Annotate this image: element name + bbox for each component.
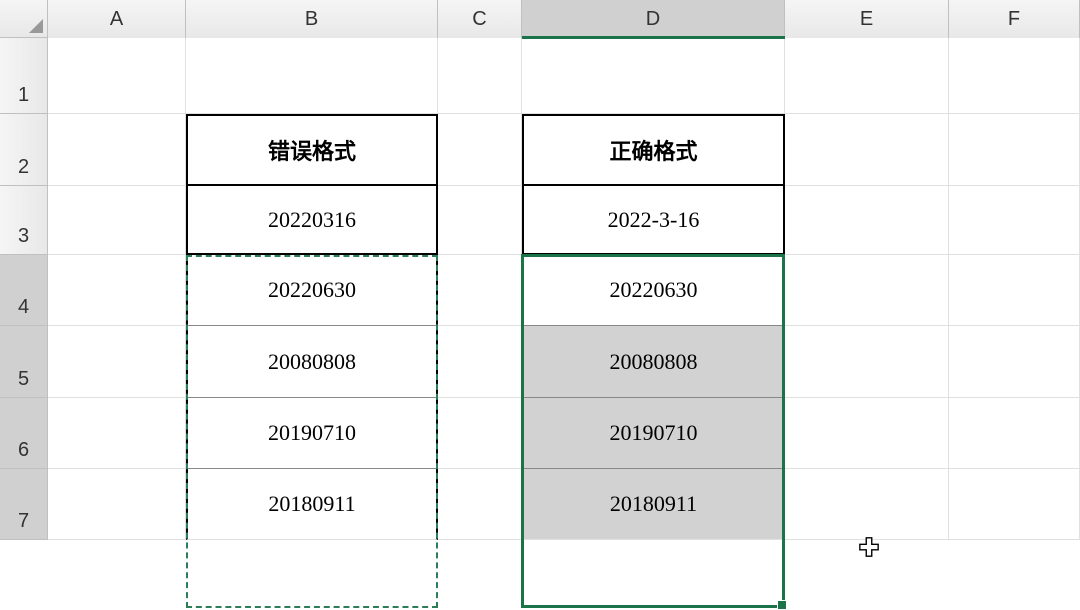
cell-C1[interactable]	[438, 38, 522, 114]
cell-D2[interactable]: 正确格式	[522, 114, 785, 186]
cell-D5[interactable]: 20080808	[522, 326, 785, 398]
cell-C6[interactable]	[438, 398, 522, 469]
cell-C2[interactable]	[438, 114, 522, 186]
cell-A4[interactable]	[48, 255, 186, 326]
cell-F3[interactable]	[949, 186, 1080, 255]
cell-C5[interactable]	[438, 326, 522, 398]
cursor-cross-icon	[858, 536, 880, 558]
cell-D4[interactable]: 20220630	[522, 255, 785, 326]
row-header-3[interactable]: 3	[0, 186, 48, 255]
cell-A5[interactable]	[48, 326, 186, 398]
col-header-E[interactable]: E	[785, 0, 949, 38]
cell-B4[interactable]: 20220630	[186, 255, 438, 326]
cell-D1[interactable]	[522, 38, 785, 114]
cell-A2[interactable]	[48, 114, 186, 186]
cell-B3[interactable]: 20220316	[186, 186, 438, 255]
cell-E7[interactable]	[785, 469, 949, 540]
cell-A6[interactable]	[48, 398, 186, 469]
cell-E2[interactable]	[785, 114, 949, 186]
cell-F2[interactable]	[949, 114, 1080, 186]
row-header-4[interactable]: 4	[0, 255, 48, 326]
cell-A1[interactable]	[48, 38, 186, 114]
row-header-2[interactable]: 2	[0, 114, 48, 186]
row-header-7[interactable]: 7	[0, 469, 48, 540]
cell-F1[interactable]	[949, 38, 1080, 114]
row-header-5[interactable]: 5	[0, 326, 48, 398]
cell-C7[interactable]	[438, 469, 522, 540]
col-header-C[interactable]: C	[438, 0, 522, 38]
cell-C3[interactable]	[438, 186, 522, 255]
cell-E1[interactable]	[785, 38, 949, 114]
col-header-D[interactable]: D	[522, 0, 785, 38]
select-all-corner[interactable]	[0, 0, 48, 38]
cell-D7[interactable]: 20180911	[522, 469, 785, 540]
cell-E5[interactable]	[785, 326, 949, 398]
col-header-B[interactable]: B	[186, 0, 438, 38]
cell-F7[interactable]	[949, 469, 1080, 540]
cell-A3[interactable]	[48, 186, 186, 255]
cell-F4[interactable]	[949, 255, 1080, 326]
spreadsheet-grid[interactable]: A B C D E F 1 2 错误格式 正确格式 3 20220316 202…	[0, 0, 1080, 608]
col-header-A[interactable]: A	[48, 0, 186, 38]
cell-E3[interactable]	[785, 186, 949, 255]
row-header-6[interactable]: 6	[0, 398, 48, 469]
cell-D6[interactable]: 20190710	[522, 398, 785, 469]
cell-B6[interactable]: 20190710	[186, 398, 438, 469]
cell-E4[interactable]	[785, 255, 949, 326]
cell-B2[interactable]: 错误格式	[186, 114, 438, 186]
col-header-F[interactable]: F	[949, 0, 1080, 38]
column-header-row: A B C D E F	[0, 0, 1080, 38]
cell-B7[interactable]: 20180911	[186, 469, 438, 540]
cell-B1[interactable]	[186, 38, 438, 114]
cell-C4[interactable]	[438, 255, 522, 326]
cell-F6[interactable]	[949, 398, 1080, 469]
cell-B5[interactable]: 20080808	[186, 326, 438, 398]
cell-E6[interactable]	[785, 398, 949, 469]
cell-D3[interactable]: 2022-3-16	[522, 186, 785, 255]
cell-A7[interactable]	[48, 469, 186, 540]
row-header-1[interactable]: 1	[0, 38, 48, 114]
cell-F5[interactable]	[949, 326, 1080, 398]
